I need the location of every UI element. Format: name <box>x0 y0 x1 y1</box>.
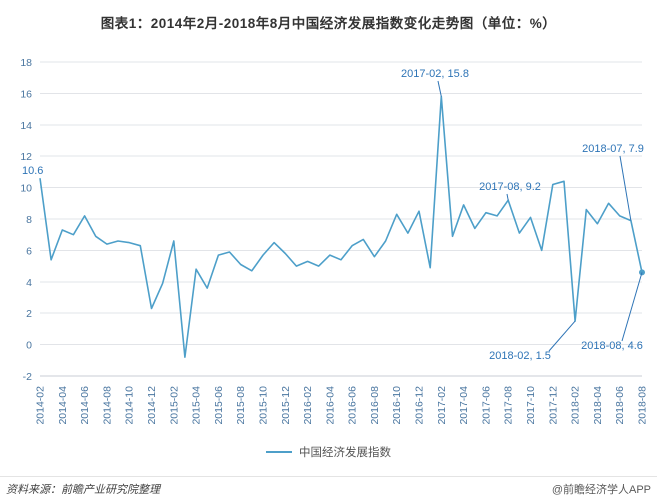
x-tick-label: 2016-10 <box>391 386 403 425</box>
y-tick-label: 6 <box>26 245 32 257</box>
legend-line <box>266 451 292 453</box>
brand-text: @前瞻经济学人APP <box>551 484 651 496</box>
x-tick-label: 2016-08 <box>369 386 381 425</box>
annotation-label: 10.6 <box>22 165 43 177</box>
x-tick-label: 2017-12 <box>547 386 559 425</box>
footer: 资料来源：前瞻产业研究院整理 @前瞻经济学人APP <box>0 476 657 501</box>
x-tick-label: 2015-06 <box>213 386 225 425</box>
y-tick-label: -2 <box>23 371 32 383</box>
x-tick-label: 2017-06 <box>480 386 492 425</box>
x-tick-label: 2014-12 <box>146 386 158 425</box>
annotation-label: 2018-07, 7.9 <box>582 143 644 155</box>
x-tick-label: 2014-10 <box>124 386 136 425</box>
x-tick-label: 2016-02 <box>302 386 314 425</box>
x-tick-label: 2015-12 <box>280 386 292 425</box>
x-tick-label: 2015-04 <box>191 386 203 425</box>
y-tick-label: 16 <box>20 88 32 100</box>
annotation-leader <box>619 155 632 221</box>
x-tick-label: 2016-04 <box>324 386 336 425</box>
annotation-leader <box>437 80 442 97</box>
annotation-leader <box>506 193 509 201</box>
y-tick-label: 18 <box>20 57 32 69</box>
trend-chart: -2 0 2 4 6 8 10 12 14 16 18 2014-02 2014-04 2014-06 20… <box>20 57 649 425</box>
annotation-label: 2018-08, 4.6 <box>581 340 643 352</box>
x-tick-label: 2018-08 <box>637 386 649 425</box>
source-text: 资料来源：前瞻产业研究院整理 <box>6 484 160 496</box>
x-tick-label: 2017-08 <box>503 386 515 425</box>
x-tick-label: 2015-08 <box>235 386 247 425</box>
annotation-label: 2017-02, 15.8 <box>401 68 469 80</box>
y-tick-label: 10 <box>20 183 32 195</box>
x-tick-label: 2014-08 <box>101 386 113 425</box>
x-tick-label: 2017-10 <box>525 386 537 425</box>
x-tick-label: 2017-02 <box>436 386 448 425</box>
x-tick-label: 2014-06 <box>79 386 91 425</box>
y-tick-label: 8 <box>26 214 32 226</box>
annotation-leader <box>621 272 643 342</box>
annotation-label: 2018-02, 1.5 <box>489 350 551 362</box>
x-tick-label: 2018-06 <box>614 386 626 425</box>
page-title: 图表1：2014年2月-2018年8月中国经济发展指数变化走势图（单位：%） <box>100 16 557 31</box>
x-tick-label: 2018-04 <box>592 386 604 425</box>
annotation-leader <box>548 320 576 352</box>
x-tick-label: 2015-10 <box>257 386 269 425</box>
annotation-label: 2017-08, 9.2 <box>479 181 541 193</box>
x-tick-label: 2014-04 <box>57 386 69 425</box>
x-tick-label: 2014-02 <box>35 386 47 425</box>
y-tick-label: 2 <box>26 308 32 320</box>
y-tick-label: 14 <box>20 120 32 132</box>
x-tick-label: 2016-12 <box>414 386 426 425</box>
x-tick-label: 2016-06 <box>347 386 359 425</box>
chart-legend: 中国经济发展指数 <box>0 444 657 460</box>
x-tick-label: 2018-02 <box>570 386 582 425</box>
series-line <box>39 95 643 359</box>
y-tick-label: 4 <box>26 277 32 289</box>
x-tick-label: 2017-04 <box>458 386 470 425</box>
series-end-dot <box>639 269 645 276</box>
legend-label: 中国经济发展指数 <box>299 447 391 459</box>
x-tick-label: 2015-02 <box>168 386 180 425</box>
y-tick-label: 12 <box>20 151 32 163</box>
y-tick-label: 0 <box>26 340 32 352</box>
